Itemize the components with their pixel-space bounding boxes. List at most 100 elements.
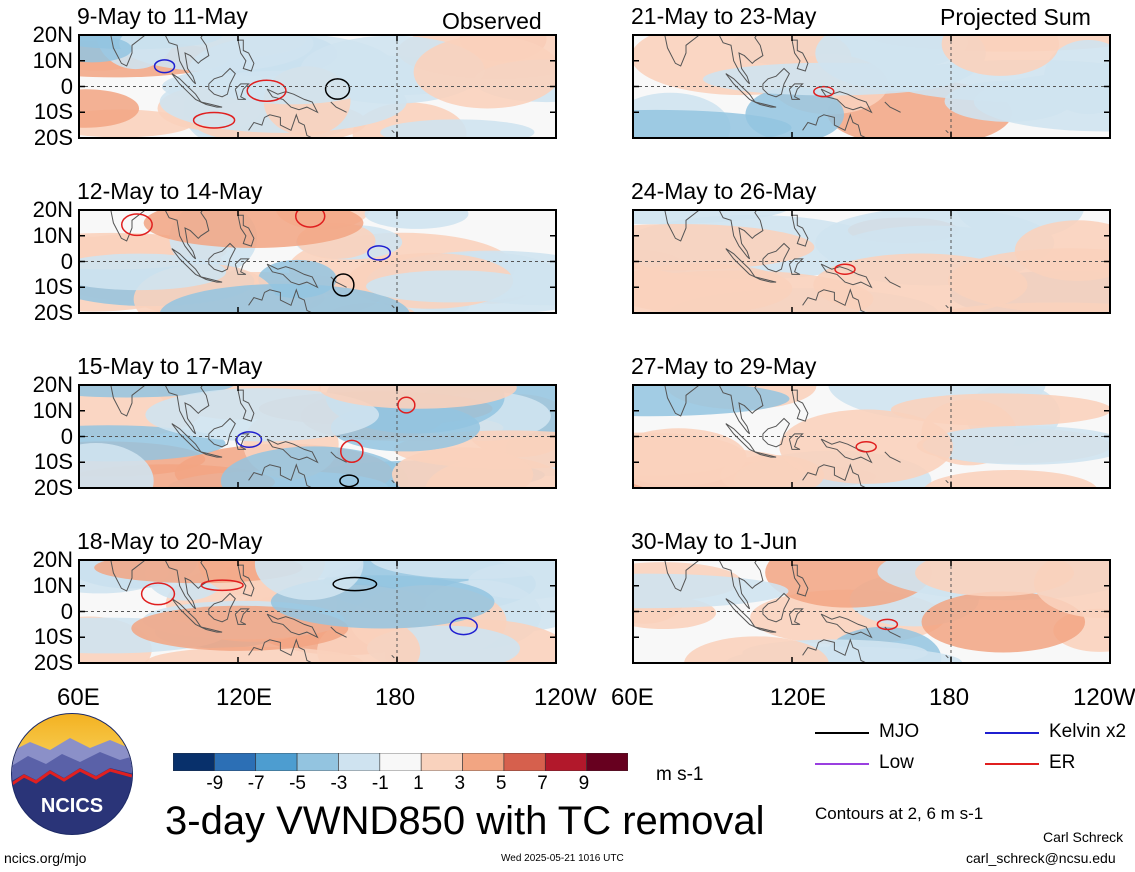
coastline <box>802 642 819 656</box>
coastline <box>391 479 395 484</box>
panel-title: 24-May to 26-May <box>631 178 817 204</box>
longitude-tick-label: 60E <box>57 684 100 711</box>
anomaly-shading <box>1014 220 1110 281</box>
mjo-contour <box>339 474 359 488</box>
mjo-contour <box>331 273 355 297</box>
colorbar-tick-label: 1 <box>413 773 424 794</box>
latitude-tick-label: 20S <box>33 300 73 325</box>
coastline <box>945 479 949 484</box>
anomaly-shading <box>633 385 790 417</box>
coastline <box>391 129 395 134</box>
coastline <box>264 463 313 488</box>
anomaly-shading <box>633 109 792 138</box>
coastline <box>237 214 255 247</box>
anomaly-shading <box>1034 560 1110 619</box>
anomaly-shading <box>79 443 154 488</box>
colorbar-segment <box>172 752 215 772</box>
longitude-tick-label: 180 <box>929 684 970 711</box>
coastline <box>762 67 791 98</box>
latitude-tick-label: 10N <box>32 47 73 73</box>
map-panel <box>632 34 1111 144</box>
map-panel <box>632 559 1111 669</box>
anomaly-shading <box>364 210 469 229</box>
anomaly-shading <box>145 388 380 442</box>
legend-label: ER <box>1049 752 1076 773</box>
author-email[interactable]: carl_schreck@ncsu.edu <box>966 850 1116 866</box>
coastline <box>820 613 873 639</box>
panel-title: 21-May to 23-May <box>631 3 817 29</box>
coastline <box>754 626 777 633</box>
coastline <box>762 592 791 623</box>
colorbar-tick-label: 9 <box>578 773 590 794</box>
er-contour <box>834 263 856 275</box>
coastline <box>357 141 362 144</box>
anomaly-shading <box>159 283 410 313</box>
legend-label: Kelvin x2 <box>1049 721 1127 742</box>
ncics-logo: NCICS <box>10 712 134 836</box>
coastline <box>754 451 777 458</box>
anomaly-shading <box>921 591 1086 653</box>
map-panel <box>78 384 557 489</box>
timestamp: Wed 2025-05-21 1016 UTC <box>501 853 624 864</box>
anomaly-shading <box>633 263 793 313</box>
coastline <box>788 258 804 275</box>
coastline <box>357 316 362 319</box>
anomaly-shading <box>144 646 364 663</box>
coastline <box>208 417 236 448</box>
legend-label: Low <box>879 752 914 773</box>
coastline <box>266 263 319 289</box>
colorbar-tick-label: -7 <box>247 773 265 794</box>
anomaly-shading <box>391 447 534 488</box>
coastline <box>237 39 255 72</box>
website-link[interactable]: ncics.org/mjo <box>4 850 87 866</box>
units-label: m s-1 <box>656 764 704 785</box>
latitude-tick-label: 10S <box>33 449 73 475</box>
longitude-tick-label: 120E <box>770 684 827 711</box>
coastline <box>911 491 916 494</box>
er-contour <box>120 213 153 237</box>
kelvin-contour <box>235 431 263 449</box>
latitude-tick-label: 10S <box>33 624 73 650</box>
latitude-tick-label: 20S <box>33 650 73 675</box>
map-panel <box>632 209 1111 314</box>
latitude-tick-label: 0 <box>60 248 73 274</box>
coastline <box>208 592 236 623</box>
left-header: Observed <box>442 8 542 34</box>
anomaly-shading <box>366 270 540 303</box>
latitude-tick-label: 10N <box>32 397 73 423</box>
longitude-tick-label: 120W <box>1073 684 1135 711</box>
colorbar-tick-label: 3 <box>454 773 466 794</box>
er-contour <box>397 396 416 414</box>
latitude-tick-label: 20N <box>32 22 73 47</box>
latitude-tick-label: 0 <box>60 598 73 624</box>
coastline <box>266 613 319 639</box>
coastline <box>357 666 362 669</box>
anomaly-shading <box>941 35 1060 76</box>
coastline <box>264 638 313 663</box>
latitude-tick-label: 0 <box>60 73 73 99</box>
coastline <box>945 129 949 134</box>
coastline <box>788 608 804 625</box>
coastline <box>762 417 791 448</box>
colorbar-segment <box>420 752 463 772</box>
coastline <box>911 141 916 144</box>
colorbar-segment <box>586 752 629 772</box>
coastline <box>820 88 873 114</box>
anomaly-shading <box>915 560 1075 597</box>
map-panel <box>78 559 557 669</box>
anomaly-shading <box>79 35 133 63</box>
coastline <box>911 666 916 669</box>
coastline <box>237 564 255 597</box>
colorbar-segment <box>296 752 339 772</box>
anomaly-shading <box>702 62 958 96</box>
er-contour <box>192 111 236 129</box>
coastline <box>791 214 809 247</box>
colorbar-tick-label: -9 <box>206 773 224 794</box>
coastline <box>945 654 949 659</box>
latitude-tick-label: 10S <box>33 99 73 125</box>
coastline <box>200 451 223 458</box>
coastline <box>884 101 901 113</box>
coastline <box>208 67 236 98</box>
legend-swatch <box>985 732 1039 734</box>
coastline <box>791 564 809 597</box>
